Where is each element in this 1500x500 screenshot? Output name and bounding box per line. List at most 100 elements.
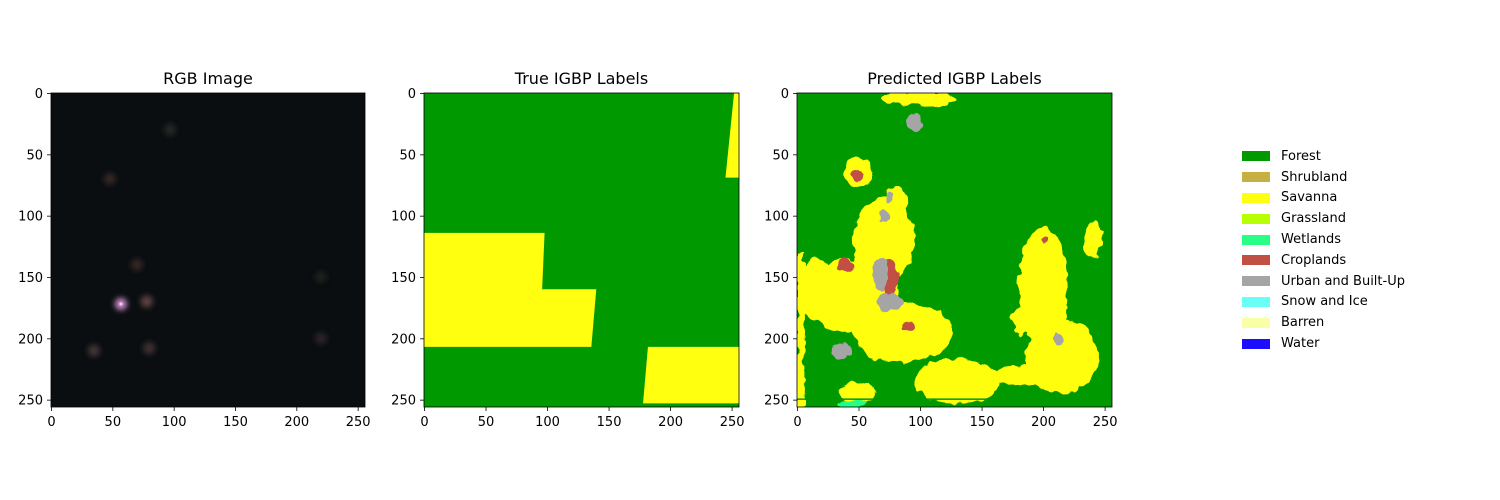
legend-item: Barren — [1242, 312, 1405, 333]
legend-label: Savanna — [1281, 190, 1338, 206]
legend-swatch — [1242, 151, 1270, 162]
legend-item: Croplands — [1242, 250, 1405, 271]
region-savanna — [424, 232, 597, 347]
blob-croplands — [1039, 236, 1047, 244]
rgb-bright-spot — [140, 295, 153, 308]
y-tick-label: 150 — [391, 271, 416, 286]
y-tick-label: 0 — [408, 87, 416, 102]
legend-label: Water — [1281, 336, 1320, 352]
blob-savanna — [993, 365, 1044, 385]
x-tick-label: 200 — [1031, 415, 1056, 430]
panel-title: True IGBP Labels — [514, 69, 648, 88]
blob-urban-and-built-up — [1052, 332, 1063, 345]
panel-3: Predicted IGBP Labels 0 50 100 150 200 250 0 50 1… — [764, 69, 1117, 430]
rgb-bright-spot — [163, 123, 176, 136]
x-tick-label: 250 — [346, 415, 371, 430]
x-tick-label: 100 — [908, 415, 933, 430]
x-tick-label: 200 — [284, 415, 309, 430]
rgb-point — [119, 302, 123, 306]
panel-title: Predicted IGBP Labels — [867, 69, 1042, 88]
y-tick-label: 100 — [391, 210, 416, 225]
legend-swatch — [1242, 234, 1270, 245]
y-tick-label: 250 — [764, 394, 789, 409]
x-tick-label: 250 — [1093, 415, 1118, 430]
y-tick-label: 250 — [391, 394, 416, 409]
blob-savanna — [883, 93, 957, 107]
y-tick-label: 100 — [764, 210, 789, 225]
blob-urban-and-built-up — [878, 208, 889, 224]
axes-frame — [796, 92, 1113, 408]
y-tick-label: 100 — [18, 210, 43, 225]
x-tick-label: 50 — [478, 415, 495, 430]
x-tick-label: 150 — [597, 415, 622, 430]
y-tick-label: 150 — [764, 271, 789, 286]
legend-label: Urban and Built-Up — [1281, 273, 1405, 289]
legend-item: Urban and Built-Up — [1242, 271, 1405, 292]
y-tick-label: 50 — [772, 148, 789, 163]
axes-frame — [423, 92, 740, 408]
legend-item: Savanna — [1242, 188, 1405, 209]
legend-item: Grassland — [1242, 208, 1405, 229]
rgb-bright-spot — [314, 332, 327, 345]
legend-label: Shrubland — [1281, 169, 1348, 185]
blob-savanna — [1024, 319, 1099, 394]
legend-item: Shrubland — [1242, 167, 1405, 188]
y-tick-label: 250 — [18, 394, 43, 409]
rgb-bright-spot — [143, 342, 156, 355]
legend-item: Forest — [1242, 146, 1405, 167]
region-savanna — [725, 93, 739, 178]
x-tick-label: 0 — [793, 415, 801, 430]
legend-label: Croplands — [1281, 252, 1347, 268]
x-tick-label: 150 — [970, 415, 995, 430]
legend-label: Grassland — [1281, 211, 1346, 227]
panel-2: True IGBP Labels 0 50 100 150 200 250 0 50 100 150… — [391, 69, 744, 430]
plot-area — [51, 93, 365, 407]
legend-label: Snow and Ice — [1281, 294, 1368, 310]
legend-swatch — [1242, 317, 1270, 328]
x-tick-label: 150 — [223, 415, 248, 430]
panel-title: RGB Image — [163, 69, 253, 88]
blob-urban-and-built-up — [906, 113, 922, 132]
legend-swatch — [1242, 276, 1270, 287]
blob-urban-and-built-up — [884, 191, 895, 204]
y-tick-label: 200 — [764, 332, 789, 347]
x-tick-label: 0 — [47, 415, 55, 430]
blob-urban-and-built-up — [873, 257, 889, 292]
rgb-bright-spot — [130, 258, 143, 271]
blob-savanna — [797, 258, 834, 320]
region-savanna — [643, 346, 739, 404]
panel-1: RGB Image 0 50 100 150 200 250 0 50 100 150 200 250 — [18, 69, 370, 430]
bottom-strip — [797, 398, 1112, 400]
rgb-bright-spot — [103, 172, 116, 185]
x-tick-label: 100 — [535, 415, 560, 430]
x-tick-label: 50 — [851, 415, 868, 430]
x-tick-label: 250 — [720, 415, 745, 430]
blob-croplands — [901, 321, 914, 331]
legend-swatch — [1242, 296, 1270, 307]
x-tick-label: 100 — [162, 415, 187, 430]
x-tick-label: 0 — [420, 415, 428, 430]
rgb-bright-spot — [87, 344, 100, 357]
axes-frame — [50, 92, 366, 408]
rgb-background — [51, 93, 365, 407]
blob-urban-and-built-up — [876, 291, 902, 312]
legend-item: Snow and Ice — [1242, 292, 1405, 313]
blob-savanna — [913, 359, 1001, 404]
legend-swatch — [1242, 338, 1270, 349]
legend-swatch — [1242, 255, 1270, 266]
blob-urban-and-built-up — [830, 343, 853, 358]
y-tick-label: 50 — [399, 148, 416, 163]
x-tick-label: 50 — [105, 415, 122, 430]
blob-savanna — [1012, 305, 1037, 335]
legend-label: Wetlands — [1281, 232, 1342, 248]
legend-item: Water — [1242, 333, 1405, 354]
y-tick-label: 0 — [35, 87, 43, 102]
legend: Forest Shrubland Savanna Grassland Wetlands C… — [1242, 146, 1405, 354]
legend-item: Wetlands — [1242, 229, 1405, 250]
legend-label: Barren — [1281, 315, 1325, 331]
blob-wetlands — [837, 399, 868, 407]
legend-swatch — [1242, 172, 1270, 183]
blob-croplands — [838, 258, 854, 271]
y-tick-label: 50 — [26, 148, 43, 163]
